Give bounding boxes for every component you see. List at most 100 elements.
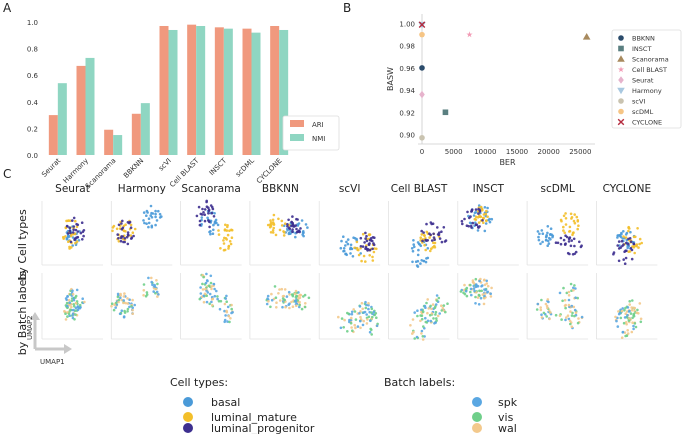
bar-nmi-bbknn [140,103,150,155]
umap-cell-point [355,237,358,241]
umap-cell-point [474,208,478,211]
umap-cell-point [67,312,71,316]
umap-cell-point [120,309,124,313]
umap-cell-point [348,318,351,322]
umap-cell-point [371,315,374,319]
umap-cell-point [477,221,481,224]
umap-cell-point [284,305,287,309]
umap-cell-point [446,302,449,306]
umap-cell-point [269,231,273,234]
umap-cell-point [549,227,553,230]
umap-cell-point [416,259,420,263]
umap-cell-point [219,299,223,303]
umap-cell-point [340,239,343,243]
umap-cell-point [420,259,424,262]
umap-batch-labels-cyclone [596,273,658,340]
umap-cell-point [65,219,68,223]
x-tick-label-b: 5000 [445,148,463,156]
umap-cell-point [432,236,436,239]
umap-cell-point [433,322,436,325]
legend-b-marker-harmony [617,87,625,95]
legend-b-marker-bbknn [618,35,624,41]
umap-cell-point [74,228,78,232]
umap-cell-point [124,301,127,305]
umap-cell-point [269,225,273,228]
x-tick-label-harmony: Harmony [62,157,90,185]
umap-cell-point [616,325,620,328]
umap-cell-point [484,292,487,295]
umap-cell-point [147,221,151,225]
umap-cell-point [290,300,293,304]
umap-cell-point [349,321,353,325]
umap-cell-point [361,232,365,236]
umap-cell-point [110,302,114,306]
umap-cell-point [68,229,72,233]
umap-cell-point [441,306,445,310]
umap-cell-point [478,279,481,283]
umap-cell-point [356,325,360,328]
umap-cell-point [577,317,580,320]
legend-b: BBKNN INSCT Scanorama Cell BLAST Seurat Harmo… [611,29,682,129]
umap-cell-point [420,233,424,236]
y-tick-label-a: 0.4 [27,99,39,107]
umap-cell-point [422,231,425,234]
umap-cell-point [632,324,635,328]
umap-cell-point [81,297,84,301]
umap-cell-point [624,306,627,310]
umap-cell-point [72,216,76,220]
umap-cell-point [627,319,631,322]
umap-cell-point [350,326,353,329]
umap-cell-point [481,209,484,212]
umap-cell-point [629,240,633,243]
umap-cell-point [632,235,636,239]
umap-cell-point [202,300,206,304]
umap-cell-point [562,225,565,229]
umap-cell-point [358,312,361,315]
y-tick-label-a: 0.6 [27,72,39,80]
umap-cell-point [281,297,285,300]
umap-cell-point [349,252,352,255]
umap-cell-point [359,319,362,323]
umap-cell-point [463,217,466,221]
umap-cell-point [361,245,365,248]
umap-cell-point [147,225,150,229]
panel-label-c: C [3,167,11,181]
umap-cell-point [203,213,206,216]
cell-types-legend-title: Cell types: [170,376,228,389]
legend-b-label-seurat: Seurat [632,77,654,85]
umap-cell-point [359,252,363,255]
umap-cell-point [627,226,630,229]
umap-cell-point [154,287,158,291]
umap-cell-point [433,238,436,241]
legend-b-marker-cell-blast [617,66,625,73]
umap-cell-point [265,302,269,306]
umap-cell-point [562,214,566,218]
umap-cell-point [440,240,444,244]
umap-cell-point [558,314,562,318]
umap-cell-point [546,306,549,310]
umap-cell-point [291,215,294,218]
umap-cell-point [546,231,549,235]
umap-cell-point [540,316,544,319]
umap-cell-point [71,289,74,293]
umap-cell-point [65,301,69,305]
bar-ari-harmony [76,65,86,155]
umap-cell-point [304,302,307,305]
y-tick-label-b: 0.94 [399,87,415,95]
umap-cell-point [632,242,635,245]
umap-cell-point [201,288,205,291]
legend-swatch-basal [183,397,193,407]
umap-cell-point [631,299,634,302]
umap-cell-point [126,231,130,234]
legend-label-basal: basal [211,396,240,409]
umap-cell-point [208,220,211,224]
umap-cell-point [142,283,146,286]
umap-cell-point [152,290,155,293]
umap-cell-point [145,214,148,217]
umap-cell-point [620,239,624,243]
umap-cell-point [274,233,278,237]
umap-cell-point [149,214,152,217]
umap-cell-point [66,294,69,298]
umap-cell-point [574,311,578,315]
umap-cell-point [424,316,427,320]
